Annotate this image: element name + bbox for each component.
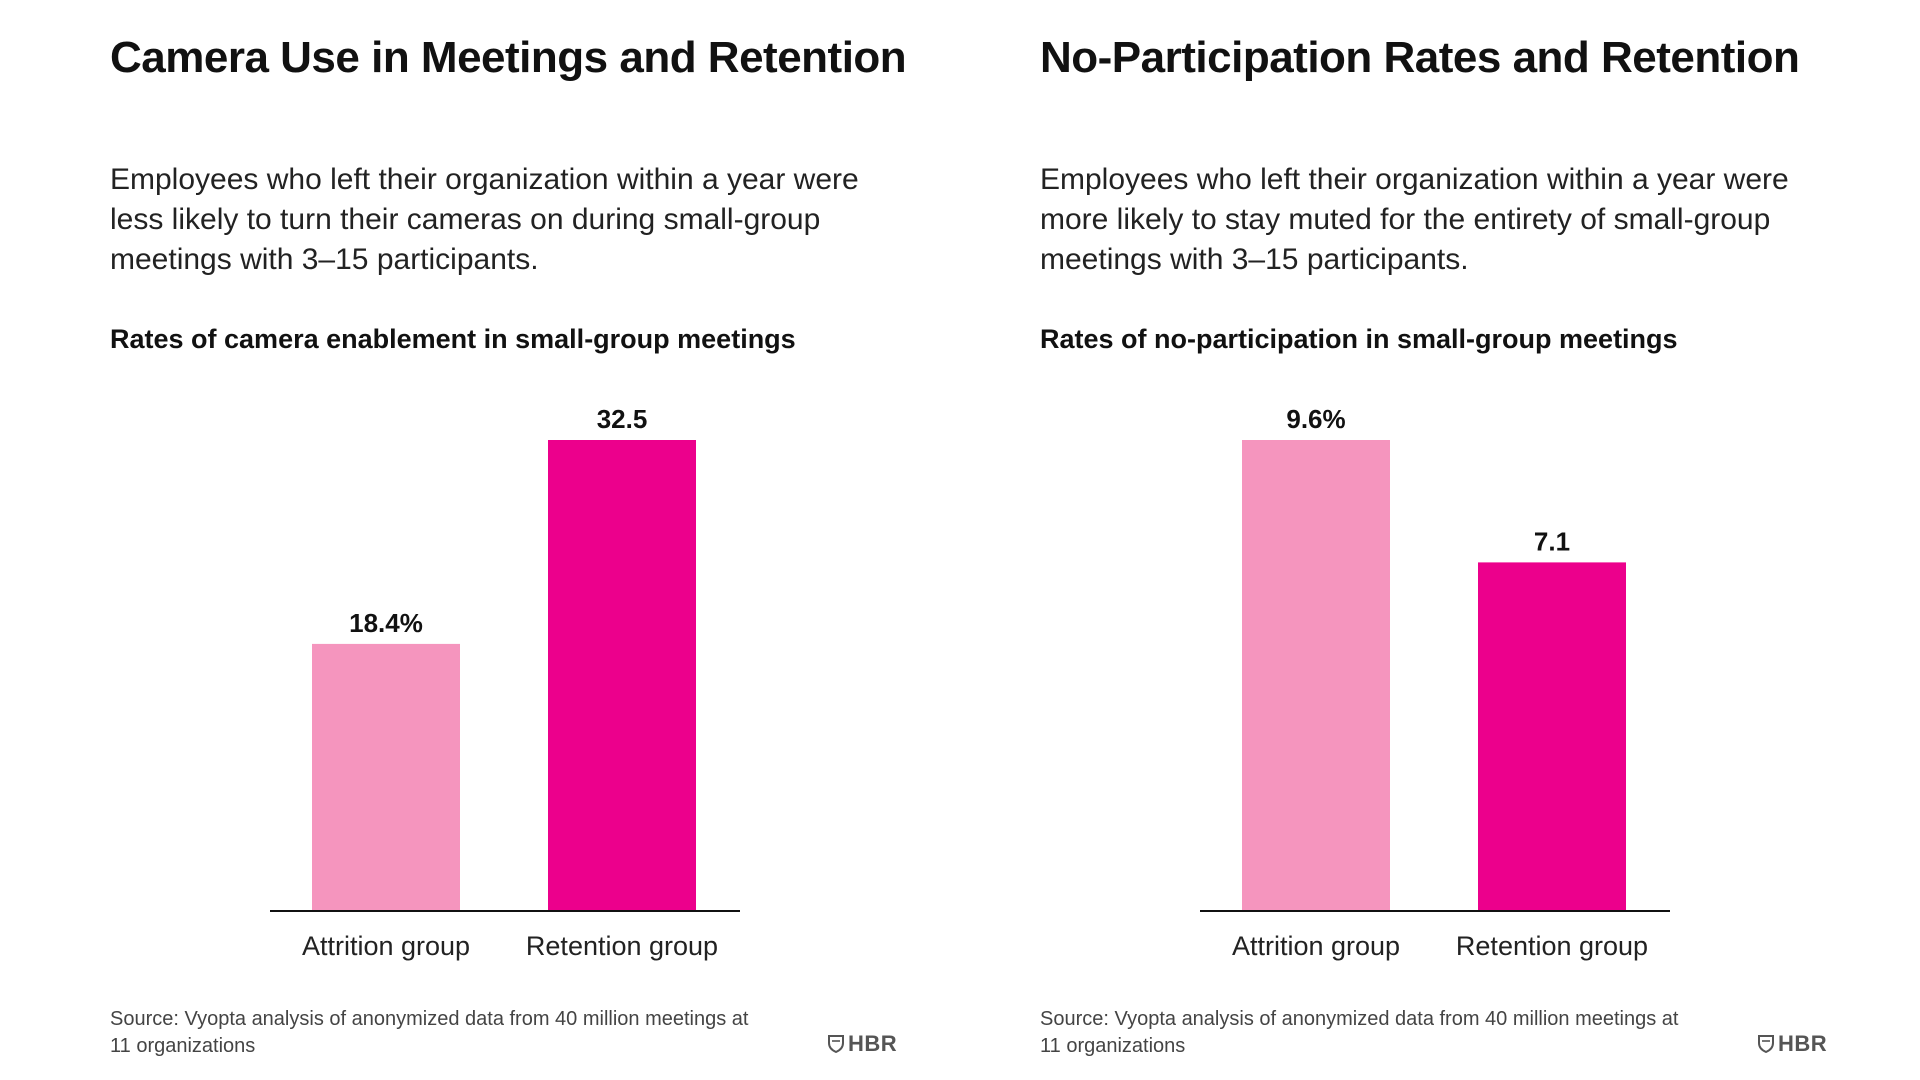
shield-icon xyxy=(828,1035,844,1053)
bar-attrition-group xyxy=(1242,440,1390,910)
category-label: Attrition group xyxy=(302,931,470,961)
category-label: Attrition group xyxy=(1232,931,1400,961)
chart-panel-no-participation: No-Participation Rates and Retention Emp… xyxy=(1040,0,1920,1080)
chart-panel-camera-use: Camera Use in Meetings and Retention Emp… xyxy=(110,0,990,1080)
chart-heading: Rates of no-participation in small-group… xyxy=(1040,324,1678,354)
logo-text: HBR xyxy=(848,1031,898,1056)
chart-subtitle: Employees who left their organization wi… xyxy=(1040,163,1789,276)
category-label: Retention group xyxy=(1456,931,1648,961)
logo-text: HBR xyxy=(1778,1031,1828,1056)
data-label: 18.4% xyxy=(349,608,423,638)
bar-chart-no-participation: 9.6% Attrition group 7.1 Retention group xyxy=(1200,404,1670,961)
bar-attrition-group xyxy=(312,643,460,910)
hbr-logo: HBR xyxy=(1758,1030,1827,1058)
chart-heading: Rates of camera enablement in small-grou… xyxy=(110,324,796,354)
chart-subtitle: Employees who left their organization wi… xyxy=(110,163,859,276)
data-label: 9.6% xyxy=(1286,404,1345,434)
source-note: Source: Vyopta analysis of anonymized da… xyxy=(110,1008,749,1057)
bar-chart-camera-enablement: 18.4% Attrition group 32.5 Retention group xyxy=(270,404,740,961)
page-title: No-Participation Rates and Retention xyxy=(1040,33,1800,82)
bar-retention-group xyxy=(1478,562,1626,910)
bar-retention-group xyxy=(548,440,696,910)
data-label: 7.1 xyxy=(1534,526,1570,556)
page-title: Camera Use in Meetings and Retention xyxy=(110,33,907,82)
source-note: Source: Vyopta analysis of anonymized da… xyxy=(1040,1008,1679,1057)
hbr-logo: HBR xyxy=(828,1030,897,1058)
data-label: 32.5 xyxy=(597,404,648,434)
shield-icon xyxy=(1758,1035,1774,1053)
category-label: Retention group xyxy=(526,931,718,961)
